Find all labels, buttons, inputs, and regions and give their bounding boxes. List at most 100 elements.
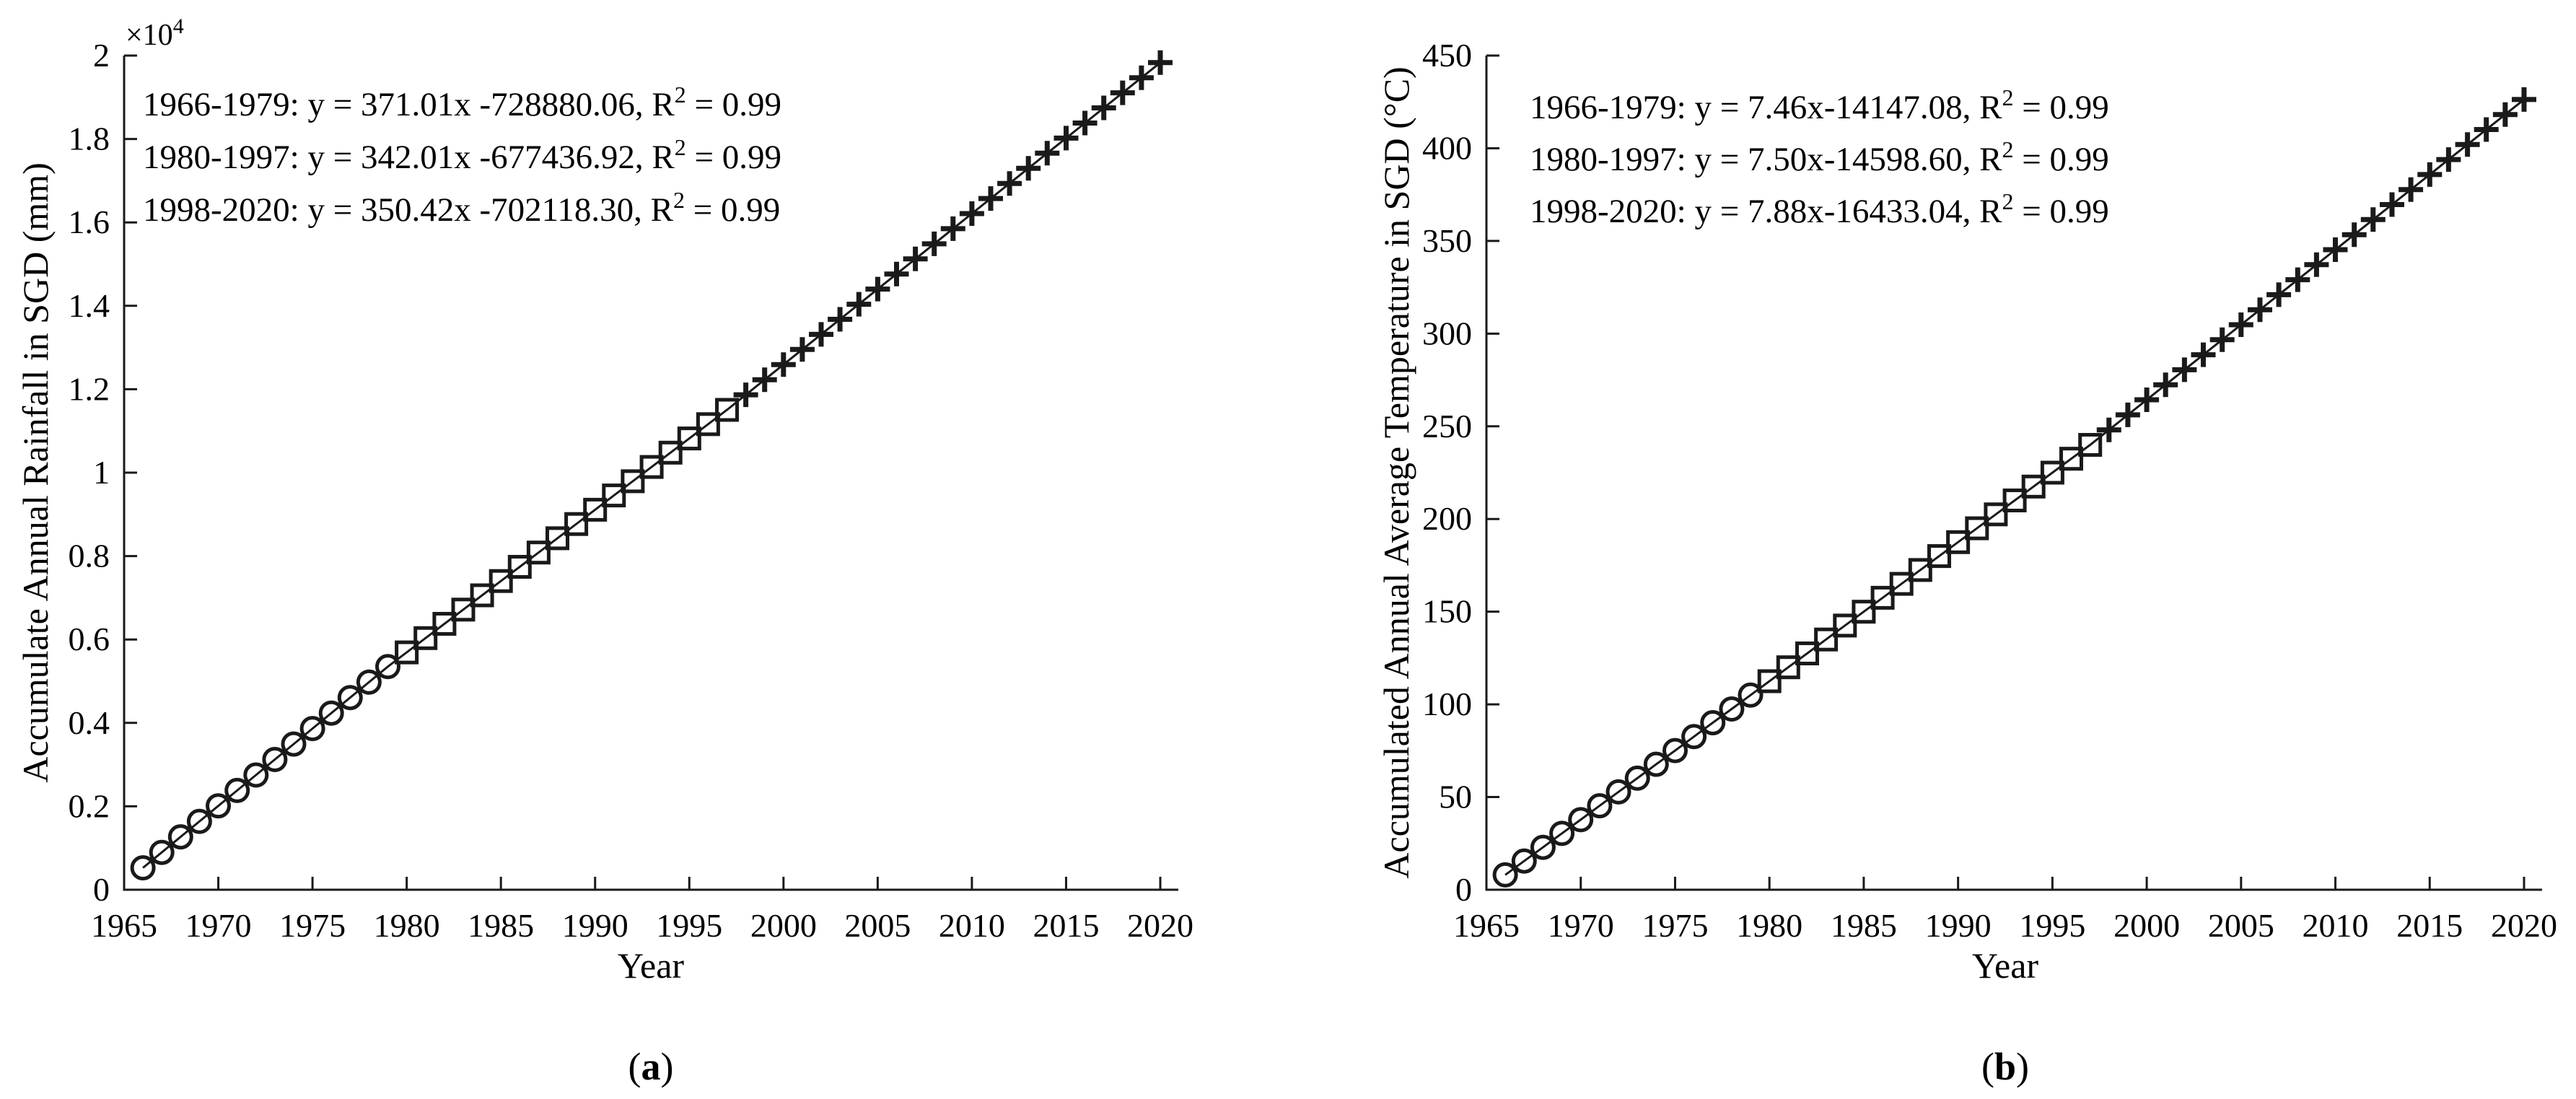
x-tick-label: 2010: [2303, 907, 2369, 944]
y-tick-label: 0: [93, 871, 110, 908]
plus-marker: [828, 307, 853, 332]
y-axis-label: Accumulated Annual Average Temperature i…: [1376, 66, 1416, 878]
circle-marker: [1700, 710, 1726, 735]
x-tick-label: 1995: [2019, 907, 2085, 944]
x-tick-label: 1985: [1831, 907, 1897, 944]
square-marker: [621, 469, 645, 494]
y-tick-label: 0.4: [69, 704, 110, 741]
x-tick-label: 1975: [279, 907, 346, 944]
circle-marker: [1530, 834, 1556, 860]
circle-marker: [186, 808, 212, 834]
square-marker: [451, 597, 476, 622]
square-marker: [1927, 544, 1951, 569]
y-tick-label: 0: [1455, 871, 1472, 908]
x-tick-label: 2005: [2208, 907, 2274, 944]
y-tick-label: 0.2: [69, 787, 110, 824]
square-marker: [1946, 530, 1971, 554]
plus-marker: [2360, 207, 2386, 232]
square-marker: [2021, 474, 2046, 499]
x-tick-label: 2010: [939, 907, 1005, 944]
x-tick-label: 1965: [91, 907, 157, 944]
plus-marker: [1035, 141, 1060, 166]
square-marker: [1795, 642, 1819, 665]
circle-marker: [281, 731, 307, 757]
plus-marker: [978, 186, 1003, 211]
circle-marker: [1624, 765, 1650, 791]
series-1998-2020-plus-markers: [2096, 87, 2536, 442]
square-marker: [564, 512, 589, 536]
circle-marker: [299, 716, 325, 742]
circle-marker: [243, 762, 269, 788]
plus-marker: [1091, 95, 1116, 121]
square-marker: [470, 583, 494, 608]
y-tick-label: 400: [1422, 129, 1472, 166]
temperature-axes: 1965 1970 1975 1980 1985 1990 1995 2000 2005 2010…: [1422, 37, 2557, 944]
circle-marker: [1587, 793, 1613, 819]
circle-marker: [1643, 751, 1669, 777]
series-1980-1997-square-markers: [395, 398, 739, 665]
y-tick-label: 450: [1422, 37, 1472, 74]
circle-marker: [149, 839, 175, 865]
x-tick-label: 1985: [468, 907, 534, 944]
y-tick-label: 1.6: [69, 203, 110, 240]
square-marker: [1776, 655, 1800, 680]
plus-marker: [789, 337, 815, 362]
plus-marker: [2323, 237, 2348, 262]
x-axis-label: Year: [618, 945, 684, 986]
square-marker: [2059, 447, 2083, 471]
square-marker: [1984, 502, 2008, 527]
plus-marker: [2115, 402, 2140, 427]
square-marker: [1852, 600, 1876, 624]
plus-marker: [1053, 126, 1079, 151]
x-axis-label: Year: [1972, 945, 2038, 986]
square-marker: [2040, 460, 2064, 485]
plus-marker: [1129, 65, 1154, 90]
circle-marker: [1605, 779, 1631, 805]
plus-marker: [2417, 162, 2443, 187]
plus-marker: [2341, 222, 2367, 248]
square-marker: [546, 526, 569, 551]
panel-caption-a: (a): [628, 1045, 674, 1088]
y-tick-label: 50: [1439, 779, 1472, 815]
panel-caption-b: (b): [1981, 1045, 2029, 1088]
circle-marker: [1511, 848, 1537, 874]
plus-marker: [752, 367, 777, 393]
circle-marker: [1681, 724, 1707, 750]
square-marker: [1833, 613, 1857, 638]
series-1980-1997-square-markers: [1757, 433, 2103, 693]
plus-marker: [2398, 177, 2424, 202]
x-tick-label: 2015: [1033, 907, 1099, 944]
plus-marker: [2209, 327, 2235, 352]
rainfall-series: [130, 50, 1173, 881]
circle-marker: [206, 793, 231, 819]
y-axis-label: Accumulate Annual Rainfall in SGD (mm): [15, 162, 56, 783]
square-marker: [526, 540, 551, 565]
circle-marker: [224, 777, 250, 803]
square-marker: [715, 398, 739, 422]
square-marker: [677, 426, 701, 451]
plus-marker: [2436, 147, 2461, 172]
x-tick-label: 2000: [2113, 907, 2180, 944]
square-marker: [1908, 558, 1932, 582]
y-tick-label: 200: [1422, 500, 1472, 537]
square-marker: [696, 412, 720, 437]
square-marker: [602, 483, 626, 508]
circle-marker: [1738, 682, 1764, 708]
square-marker: [1757, 669, 1782, 693]
x-tick-label: 1980: [374, 907, 440, 944]
y-tick-label: 350: [1422, 222, 1472, 259]
regression-annotation-1998-2020: 1998-2020: y = 7.88x-16433.04, R2 = 0.99: [1530, 188, 2109, 230]
circle-marker: [337, 685, 363, 711]
y-tick-label: 1.4: [69, 287, 110, 324]
plus-marker: [2096, 417, 2121, 442]
square-marker: [639, 455, 664, 479]
plus-marker: [2266, 282, 2292, 307]
plus-marker: [2492, 102, 2518, 127]
x-tick-label: 1970: [1548, 907, 1614, 944]
circle-marker: [318, 700, 344, 726]
y-tick-label: 250: [1422, 408, 1472, 445]
circle-marker: [1492, 862, 1518, 888]
plus-marker: [846, 292, 872, 317]
